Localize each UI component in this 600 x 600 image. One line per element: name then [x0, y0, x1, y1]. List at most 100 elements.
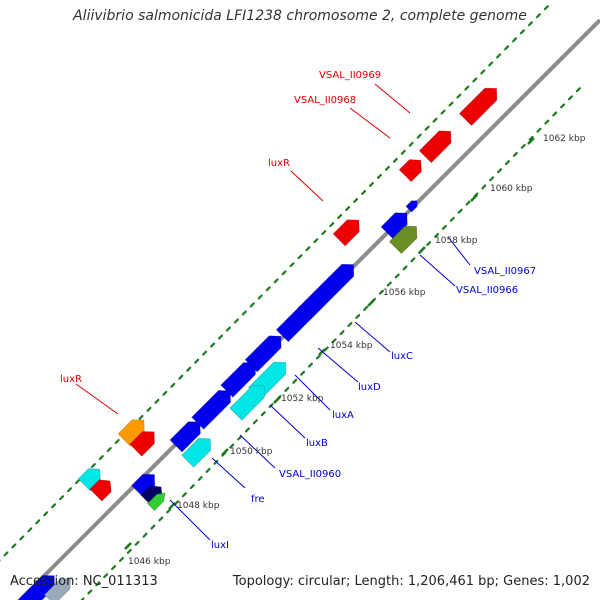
- gene-label[interactable]: VSAL_II0960: [279, 469, 341, 480]
- gene-luxb[interactable]: [229, 385, 265, 421]
- tick-mark: [408, 141, 414, 147]
- gene-luxr-upper[interactable]: [332, 219, 360, 247]
- gene-label[interactable]: luxB: [306, 438, 328, 449]
- tick-mark: [260, 411, 266, 417]
- tick-mark: [27, 527, 33, 533]
- gene-blue-a[interactable]: [220, 362, 256, 398]
- tick-mark: [181, 492, 187, 498]
- scale-label: 1056 kbp: [383, 288, 426, 298]
- tick-mark: [273, 396, 281, 404]
- gene-blue-mid[interactable]: [275, 309, 309, 343]
- gene-label[interactable]: VSAL_II0967: [474, 266, 536, 277]
- tick-mark: [504, 45, 510, 51]
- gene-label[interactable]: luxI: [211, 540, 229, 551]
- gene-green[interactable]: [146, 492, 166, 512]
- tick-mark: [535, 13, 541, 19]
- map-title: Aliivibrio salmonicida LFI1238 chromosom…: [73, 8, 527, 24]
- tick-mark: [527, 137, 535, 145]
- tick-mark: [241, 310, 247, 316]
- tick-mark: [237, 435, 243, 441]
- tick-mark: [331, 338, 337, 344]
- gene-vsal-ii0960[interactable]: [169, 421, 201, 453]
- gene-orange[interactable]: [117, 419, 145, 447]
- tick-mark: [19, 535, 25, 541]
- tick-mark: [218, 334, 224, 340]
- gene-red-left[interactable]: [89, 479, 112, 502]
- tick-mark: [98, 455, 104, 461]
- labels: 1046 kbp 1048 kbp 1050 kbp 1052 kbp 1054 kbp…: [60, 70, 586, 567]
- tick-mark: [205, 467, 211, 473]
- tick-mark: [162, 390, 168, 396]
- gene-blue-b[interactable]: [191, 390, 231, 430]
- tick-mark: [448, 101, 454, 107]
- gene-label[interactable]: luxA: [332, 410, 354, 421]
- tick-mark: [400, 149, 406, 155]
- tick-mark: [307, 362, 313, 368]
- gene-label[interactable]: VSAL_II0969: [319, 70, 381, 81]
- tick-mark: [194, 358, 200, 364]
- tick-mark: [464, 85, 470, 91]
- inner-tick-track: [80, 87, 581, 600]
- tick-mark: [376, 173, 382, 179]
- tick-mark: [273, 278, 279, 284]
- tick-mark: [281, 270, 287, 276]
- tick-mark: [345, 206, 351, 212]
- gene-vsal-ii0969[interactable]: [458, 87, 498, 127]
- gene-luxr-lower[interactable]: [129, 431, 155, 457]
- gene-label[interactable]: luxR: [268, 158, 290, 169]
- tick-mark: [229, 443, 235, 449]
- gene-label[interactable]: luxD: [358, 382, 381, 393]
- leader-line: [374, 83, 411, 114]
- tick-mark: [575, 87, 581, 93]
- tick-mark: [512, 37, 518, 43]
- tick-mark: [489, 176, 495, 182]
- tick-mark: [440, 109, 446, 115]
- leader-line: [169, 499, 211, 541]
- gene-blue-tiny[interactable]: [405, 200, 418, 213]
- tick-mark: [158, 516, 164, 522]
- tick-mark: [392, 157, 398, 163]
- tick-mark: [347, 322, 353, 328]
- tick-mark: [305, 246, 311, 252]
- tick-mark: [472, 77, 478, 83]
- gene-fre[interactable]: [181, 437, 212, 468]
- tick-mark: [284, 386, 290, 392]
- tick-mark: [189, 484, 195, 490]
- gene-label[interactable]: fre: [251, 494, 265, 505]
- tick-mark: [394, 273, 400, 279]
- tick-mark: [512, 151, 518, 157]
- gene-vsal-ii0968[interactable]: [418, 130, 452, 164]
- tick-mark: [59, 495, 65, 501]
- tick-mark: [481, 184, 487, 190]
- tick-mark: [90, 463, 96, 469]
- tick-mark: [154, 398, 160, 404]
- gene-label[interactable]: luxC: [391, 351, 413, 362]
- tick-mark: [166, 508, 172, 514]
- gene-label[interactable]: VSAL_II0968: [294, 95, 356, 106]
- tick-mark: [321, 230, 327, 236]
- tick-mark: [567, 95, 573, 101]
- tick-mark: [150, 524, 156, 530]
- gene-grey-edge[interactable]: [43, 578, 71, 600]
- tick-mark: [138, 414, 144, 420]
- gene-label[interactable]: luxR: [60, 374, 82, 385]
- tick-mark: [221, 448, 229, 456]
- tick-mark: [456, 93, 462, 99]
- leader-line: [354, 321, 391, 353]
- leader-line: [317, 347, 359, 383]
- tick-mark: [337, 214, 343, 220]
- topology-text: Topology: circular; Length: 1,206,461 bp…: [232, 574, 590, 589]
- tick-mark: [449, 216, 455, 222]
- accession-text: Accession: NC_011313: [10, 574, 158, 589]
- gene-label[interactable]: VSAL_II0966: [456, 285, 518, 296]
- tick-mark: [210, 342, 216, 348]
- gene-red-small[interactable]: [398, 159, 422, 183]
- leader-line: [349, 107, 391, 139]
- tick-mark: [3, 551, 9, 557]
- tick-mark: [369, 181, 375, 187]
- tick-mark: [170, 382, 176, 388]
- tick-mark: [197, 475, 203, 481]
- gene-vsal-ii0967[interactable]: [380, 212, 408, 240]
- tick-mark: [329, 222, 335, 228]
- gene-vsal-ii0966[interactable]: [388, 225, 418, 255]
